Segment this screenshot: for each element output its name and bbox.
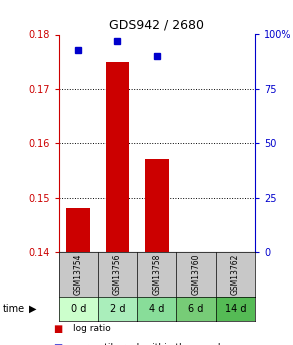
Text: 2 d: 2 d: [110, 304, 125, 314]
Text: percentile rank within the sample: percentile rank within the sample: [73, 343, 226, 345]
Text: 0 d: 0 d: [71, 304, 86, 314]
Text: log ratio: log ratio: [73, 324, 111, 333]
Text: 14 d: 14 d: [224, 304, 246, 314]
Text: time: time: [3, 304, 25, 314]
Text: ▶: ▶: [28, 304, 36, 314]
Bar: [67, 208, 90, 252]
Bar: [106, 62, 129, 252]
Text: 4 d: 4 d: [149, 304, 164, 314]
Text: 6 d: 6 d: [188, 304, 204, 314]
Text: GSM13756: GSM13756: [113, 254, 122, 295]
Title: GDS942 / 2680: GDS942 / 2680: [109, 19, 204, 32]
Text: GSM13760: GSM13760: [192, 254, 200, 295]
Text: ■: ■: [53, 343, 62, 345]
Text: ■: ■: [53, 324, 62, 334]
Text: GSM13762: GSM13762: [231, 254, 240, 295]
Text: GSM13754: GSM13754: [74, 254, 83, 295]
Text: GSM13758: GSM13758: [152, 254, 161, 295]
Bar: [145, 159, 168, 252]
